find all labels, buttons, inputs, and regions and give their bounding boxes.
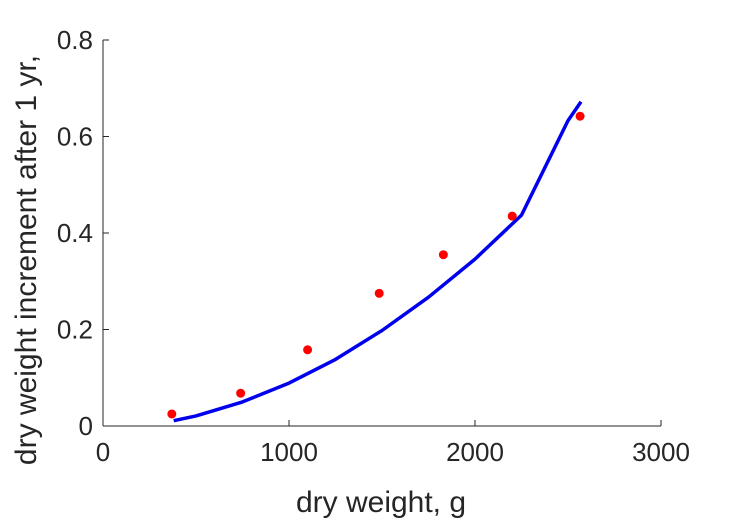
x-tick-label: 0: [96, 437, 110, 467]
y-axis-label: dry weight increment after 1 yr,: [10, 55, 43, 465]
x-tick-label: 2000: [446, 437, 504, 467]
plot-area: [167, 100, 585, 423]
data-point: [374, 288, 384, 298]
data-point: [438, 250, 448, 260]
y-tick-label: 0.2: [57, 315, 93, 345]
data-point: [303, 345, 313, 355]
data-point: [507, 211, 517, 221]
y-ticks: 0 0.2 0.4 0.6 0.8: [57, 25, 109, 441]
axes: [102, 40, 661, 427]
x-tick-label: 1000: [260, 437, 318, 467]
x-tick-label: 3000: [632, 437, 690, 467]
x-axis-label: dry weight, g: [296, 486, 466, 519]
y-tick-label: 0.6: [57, 122, 93, 152]
y-tick-label: 0.4: [57, 218, 93, 248]
y-tick-label: 0: [79, 411, 93, 441]
x-ticks: 0 1000 2000 3000: [96, 420, 690, 467]
y-tick-label: 0.8: [57, 25, 93, 55]
data-point: [236, 388, 246, 398]
data-point: [575, 111, 585, 121]
fit-curve: [173, 100, 583, 423]
data-point: [167, 409, 177, 419]
